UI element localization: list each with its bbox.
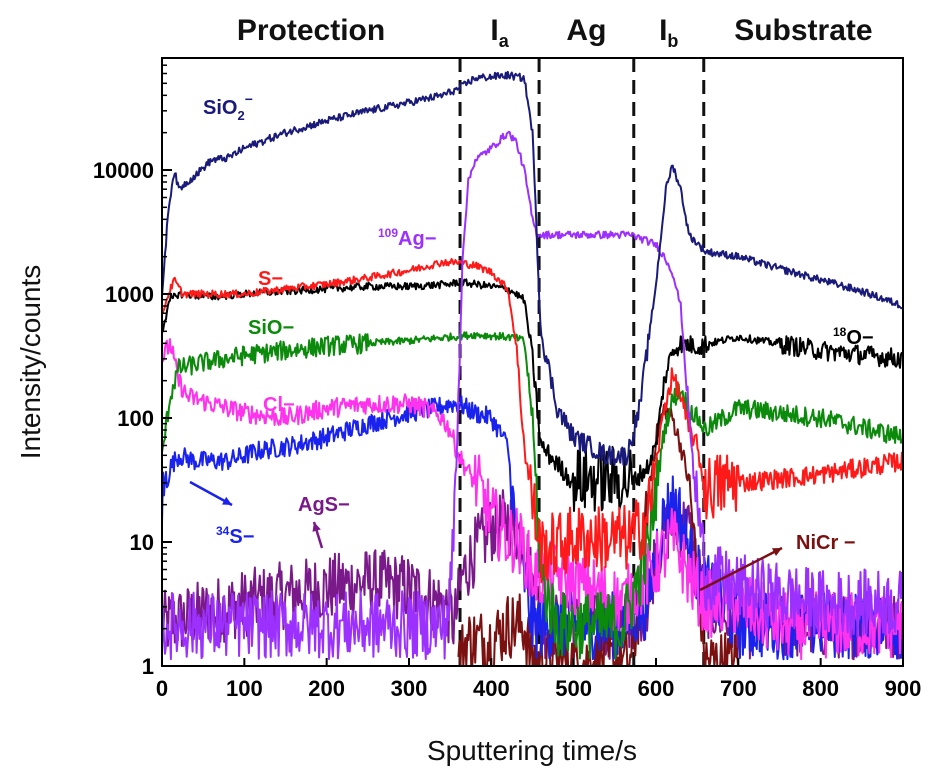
region-label: Substrate (734, 14, 872, 47)
axes: 0 100 200 300 400 500 600 700 800 900 1 10 100 1000 10… (93, 57, 922, 701)
series-label-ags: AgS− (298, 494, 350, 516)
series-label-nicr: NiCr − (796, 532, 855, 554)
series-s-line (161, 258, 903, 584)
series-nicr-line (457, 403, 739, 667)
series-sio2-line (161, 70, 903, 466)
x-tick-label: 200 (308, 676, 345, 701)
x-tick-label: 900 (885, 676, 922, 701)
y-tick-label: 10000 (93, 158, 154, 183)
series-label-s34: 34S− (216, 524, 254, 548)
x-tick-label: 100 (226, 676, 263, 701)
series-label-o18: 18O− (833, 325, 874, 349)
s34-pointer-arrow-head (222, 496, 232, 505)
plot-frame (161, 57, 904, 667)
region-labels: Protection Ia Ag Ib Substrate (237, 14, 873, 51)
nicr-pointer-arrow-head (772, 548, 782, 556)
region-label: Protection (237, 14, 385, 47)
x-tick-label: 600 (638, 676, 675, 701)
series-label-ag109: 109Ag− (378, 226, 436, 250)
x-tick-label: 300 (391, 676, 428, 701)
y-tick-label: 1 (142, 654, 154, 679)
region-label: Ib (659, 14, 678, 51)
x-tick-label: 500 (555, 676, 592, 701)
x-tick-label: 800 (802, 676, 839, 701)
x-tick-label: 400 (473, 676, 510, 701)
y-axis-title: Intensity/counts (15, 265, 46, 460)
series-labels: SiO2− 109Ag− S− SiO− Cl− 18O− 34S− AgS− NiCr − (189, 91, 874, 592)
region-label: Ia (490, 14, 509, 51)
region-label: Ag (566, 14, 606, 47)
nicr-pointer-arrow (699, 546, 783, 592)
y-tick-label: 1000 (105, 282, 154, 307)
ags-pointer-arrow-head (312, 522, 321, 532)
series-label-sio: SiO− (248, 317, 294, 339)
series-label-sio2: SiO2− (203, 91, 253, 123)
x-tick-label: 0 (156, 676, 168, 701)
series-label-s: S− (258, 268, 283, 290)
series-ag109-line (161, 130, 903, 661)
series-label-cl: Cl− (263, 394, 295, 416)
y-tick-label: 100 (117, 406, 154, 431)
series-sio-line (161, 331, 903, 660)
x-tick-label: 700 (720, 676, 757, 701)
series-cl-line (161, 338, 903, 661)
series-lines (161, 70, 903, 667)
y-tick-label: 10 (130, 530, 154, 555)
x-axis-title: Sputtering time/s (427, 735, 637, 766)
